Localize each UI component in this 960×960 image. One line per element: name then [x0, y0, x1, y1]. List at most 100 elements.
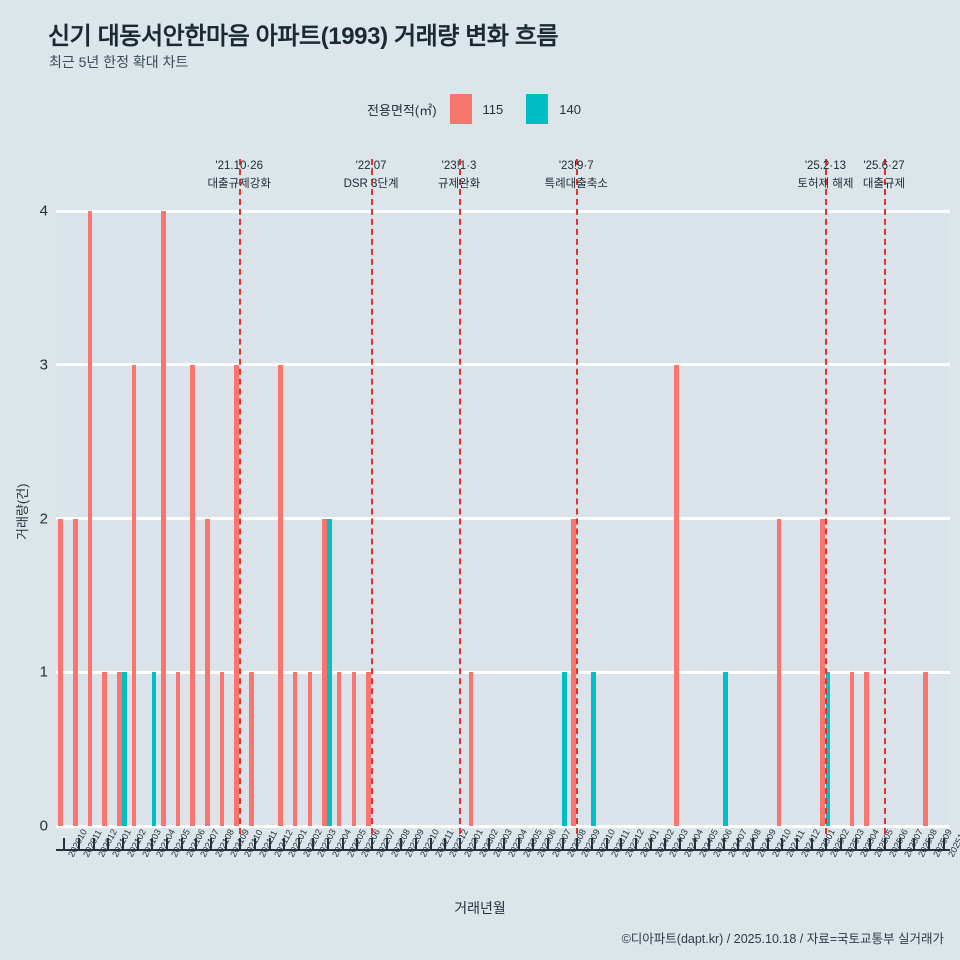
bar[interactable]: [776, 518, 782, 826]
x-tick: [825, 838, 828, 850]
event-text: 대출규제강화: [207, 177, 271, 190]
bar[interactable]: [591, 672, 596, 826]
x-tick: [92, 838, 95, 850]
chart-subtitle: 최근 5년 한정 확대 차트: [49, 54, 189, 70]
x-tick: [576, 838, 579, 850]
x-tick: [781, 838, 784, 850]
x-tick: [209, 838, 212, 850]
bar[interactable]: [151, 672, 157, 826]
x-tick: [444, 838, 447, 850]
x-tick: [415, 838, 418, 850]
x-tick: [693, 838, 696, 850]
legend-swatch-140: [526, 94, 549, 124]
x-tick: [253, 838, 256, 850]
event-text: 대출규제: [862, 177, 906, 190]
x-tick: [312, 838, 315, 850]
y-tick-label: 4: [39, 202, 48, 220]
event-marker-line: [239, 159, 242, 844]
bar[interactable]: [117, 672, 122, 826]
x-tick: [605, 838, 608, 850]
bar[interactable]: [190, 364, 195, 826]
bar[interactable]: [219, 672, 225, 826]
bar[interactable]: [122, 672, 127, 826]
x-tick: [400, 838, 403, 850]
x-tick: [649, 838, 652, 850]
gridline: [56, 824, 950, 828]
bar[interactable]: [204, 518, 210, 826]
x-tick: [561, 838, 564, 850]
bar[interactable]: [234, 364, 239, 826]
bar[interactable]: [571, 518, 576, 826]
bar[interactable]: [673, 364, 679, 826]
bar[interactable]: [366, 672, 371, 826]
bar[interactable]: [923, 672, 928, 826]
bar[interactable]: [336, 672, 342, 826]
x-tick: [297, 838, 300, 850]
x-tick: [151, 838, 154, 850]
x-tick: [898, 838, 901, 850]
x-tick: [517, 838, 520, 850]
event-marker-label: '25.2·13 토허제 해제: [797, 158, 853, 194]
event-text: 특례대출축소: [544, 177, 609, 190]
bar[interactable]: [864, 672, 870, 826]
x-tick: [224, 838, 227, 850]
bar[interactable]: [307, 672, 313, 826]
event-text: 토허제 해제: [797, 177, 854, 190]
x-tick: [869, 838, 872, 850]
x-tick: [195, 838, 198, 850]
event-date: '22.07: [355, 160, 387, 172]
x-tick: [854, 838, 857, 850]
x-tick: [752, 838, 755, 850]
x-tick: [840, 838, 843, 850]
bar[interactable]: [849, 672, 855, 826]
x-tick: [283, 838, 286, 850]
bar[interactable]: [175, 672, 181, 826]
bar[interactable]: [723, 672, 728, 826]
bar[interactable]: [468, 672, 474, 826]
bar[interactable]: [278, 364, 283, 826]
bar[interactable]: [561, 672, 567, 826]
event-marker-line: [576, 159, 579, 844]
x-tick: [341, 838, 344, 850]
bar[interactable]: [248, 672, 254, 826]
bar[interactable]: [87, 211, 93, 826]
bar[interactable]: [73, 518, 78, 826]
x-tick: [620, 838, 623, 850]
x-tick: [532, 838, 535, 850]
x-tick: [165, 838, 168, 850]
bar[interactable]: [825, 672, 831, 826]
event-text: DSR 3단계: [343, 177, 399, 190]
bar[interactable]: [102, 672, 107, 826]
legend-label-115: 115: [482, 101, 504, 117]
event-date: '21.10·26: [215, 160, 263, 172]
bar[interactable]: [160, 211, 166, 826]
x-tick: [810, 838, 813, 850]
event-date: '25.6·27: [863, 160, 905, 172]
x-tick: [942, 838, 945, 850]
gridline: [56, 209, 950, 213]
bar[interactable]: [131, 364, 137, 826]
chart-title: 신기 대동서안한마음 아파트(1993) 거래량 변화 흐름: [48, 23, 559, 50]
event-text: 규제완화: [437, 177, 481, 190]
x-tick: [356, 838, 359, 850]
event-marker-label: '23!1·3 규제완화: [438, 158, 480, 194]
event-marker-label: '25.6·27 대출규제: [863, 158, 905, 194]
bar[interactable]: [351, 672, 357, 826]
x-tick: [722, 838, 725, 850]
legend-swatch-115: [449, 94, 472, 124]
gridline: [56, 517, 950, 520]
bar[interactable]: [292, 672, 298, 826]
bar[interactable]: [58, 518, 63, 826]
bar[interactable]: [322, 518, 327, 826]
x-tick: [63, 838, 66, 850]
x-tick: [678, 838, 681, 850]
bar[interactable]: [327, 518, 333, 826]
event-date: '23!1·3: [441, 160, 477, 172]
legend-title: 전용면적(㎡): [367, 102, 437, 118]
bar[interactable]: [820, 518, 826, 826]
event-marker-line: [371, 159, 374, 844]
x-tick: [459, 838, 462, 850]
event-marker-label: '21.10·26 대출규제강화: [207, 158, 270, 194]
x-tick: [503, 838, 505, 850]
